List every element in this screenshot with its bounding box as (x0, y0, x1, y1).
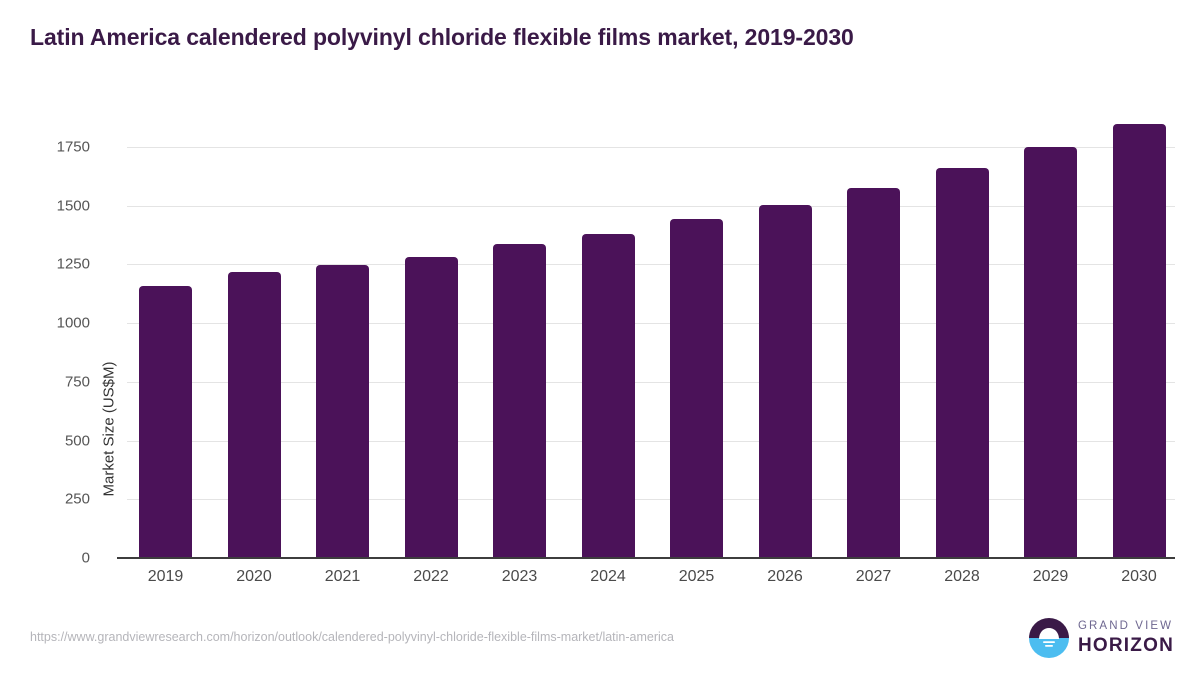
x-axis-tick-label-2025: 2025 (678, 568, 715, 585)
bar-2028[interactable] (935, 168, 989, 558)
bar-2020[interactable] (227, 271, 281, 558)
gridline (127, 381, 1175, 383)
bar-2021[interactable] (316, 265, 369, 558)
source-url[interactable]: https://www.grandviewresearch.com/horizo… (30, 630, 675, 644)
x-axis-tick-label-2024: 2024 (590, 568, 626, 585)
y-axis-tick-label: 250 (64, 490, 90, 508)
y-axis-tick-label: 1250 (56, 255, 90, 273)
y-axis-tick-label: 0 (81, 549, 90, 567)
y-axis-tick-label: 1000 (56, 314, 90, 332)
y-axis-title: Market Size (US$M) (100, 361, 118, 497)
bar-2019[interactable] (139, 286, 192, 558)
gridline (127, 264, 1175, 266)
bar-2030[interactable] (1112, 123, 1166, 558)
page-title: Latin America calendered polyvinyl chlor… (30, 24, 854, 50)
bar-2022[interactable] (404, 256, 458, 558)
logo-line-2: HORIZON (1077, 634, 1174, 656)
grand-view-horizon-logo[interactable]: GRAND VIEW HORIZON (1028, 618, 1174, 658)
bar-2024[interactable] (581, 233, 635, 558)
x-axis-tick-label-2019: 2019 (147, 568, 184, 585)
x-axis-tick-label-2023: 2023 (501, 568, 538, 585)
x-axis-tick-label-2020: 2020 (236, 568, 272, 585)
gridline (127, 323, 1175, 325)
horizon-circle-icon (1028, 618, 1069, 658)
bar-2029[interactable] (1024, 146, 1077, 558)
y-axis-tick-label: 500 (64, 432, 90, 450)
y-axis-tick-label: 750 (64, 373, 90, 391)
x-axis-tick-label-2022: 2022 (413, 568, 449, 585)
x-axis-tick-label-2029: 2029 (1032, 568, 1069, 585)
plot-area: Market Size (US$M) 0 250 500 750 1000 1250 150… (57, 100, 1175, 567)
logo-line-1: GRAND VIEW (1077, 620, 1174, 633)
gridline (127, 146, 1175, 148)
y-axis-tick-label: 1750 (56, 138, 90, 156)
x-axis-line (117, 557, 1175, 559)
x-axis-tick-label-2021: 2021 (324, 568, 361, 585)
x-axis-tick-label-2027: 2027 (855, 568, 892, 585)
bar-2023[interactable] (493, 244, 546, 558)
y-axis-tick-label: 1500 (56, 197, 90, 215)
bar-2027[interactable] (847, 187, 900, 558)
x-axis-tick-label-2028: 2028 (944, 568, 980, 585)
gridline (127, 205, 1175, 207)
bar-2025[interactable] (670, 219, 723, 558)
bar-2026[interactable] (758, 205, 812, 558)
x-axis-tick-label-2026: 2026 (767, 568, 803, 585)
x-axis-tick-label-2030: 2030 (1121, 568, 1157, 585)
gridline (127, 499, 1175, 501)
gridline (127, 440, 1175, 442)
logo-wordmark: GRAND VIEW HORIZON (1078, 621, 1174, 655)
